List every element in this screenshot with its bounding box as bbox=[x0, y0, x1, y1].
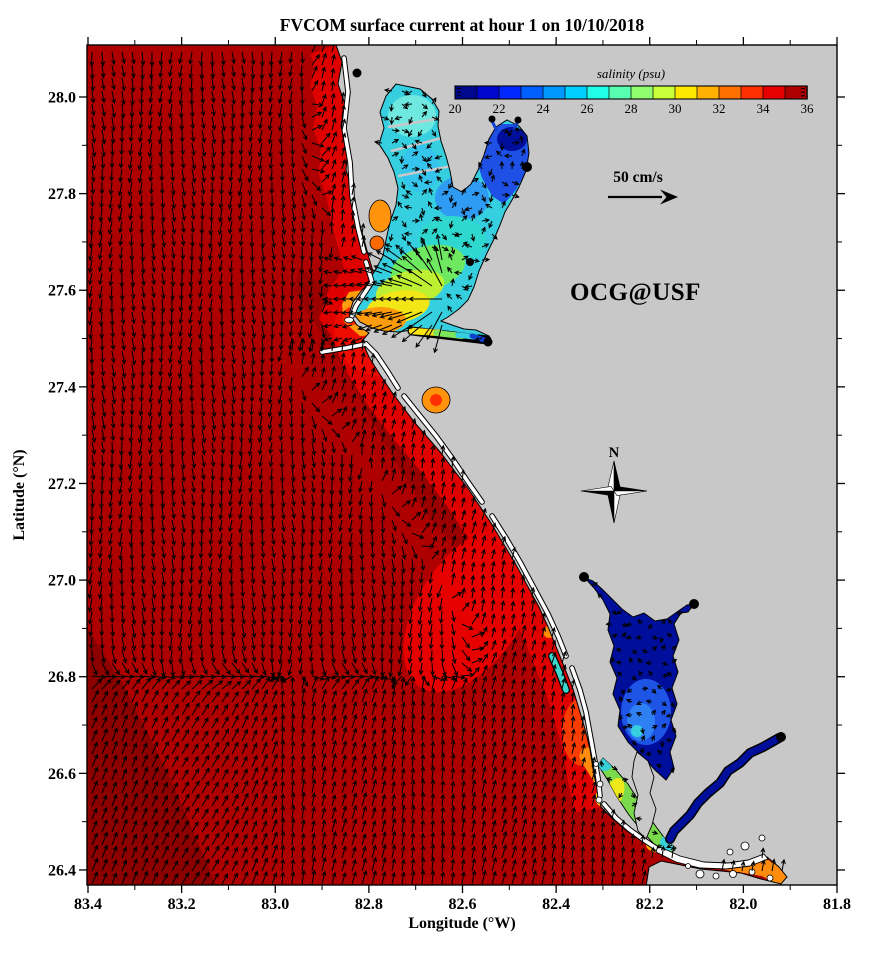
colorbar-segments bbox=[454, 85, 808, 100]
y-tick-label: 27.2 bbox=[48, 476, 76, 493]
colorbar-segment bbox=[542, 85, 566, 100]
y-tick-label: 27.8 bbox=[48, 186, 76, 203]
colorbar-segment bbox=[476, 85, 500, 100]
branding-text: OCG@USF bbox=[570, 279, 701, 306]
station-marker bbox=[522, 162, 532, 172]
colorbar-tick-label: 26 bbox=[581, 101, 595, 116]
colorbar-segment bbox=[586, 85, 610, 100]
station-marker bbox=[488, 115, 496, 123]
x-tick-label: 83.0 bbox=[261, 896, 289, 913]
current-vector-layer bbox=[87, 45, 786, 885]
scale-arrow-label: 50 cm/s bbox=[613, 169, 663, 186]
x-tick-label: 82.6 bbox=[449, 896, 477, 913]
axis-ticks: 83.4 83.2 83.0 82.8 82.6 82.4 82.2 82.0 81.8 28.0… bbox=[48, 37, 851, 913]
x-tick-label: 82.0 bbox=[729, 896, 757, 913]
y-tick-label: 26.8 bbox=[48, 669, 76, 686]
map-area bbox=[87, 45, 837, 885]
egmont-key bbox=[344, 316, 354, 324]
colorbar-segment bbox=[762, 85, 786, 100]
x-tick-label: 82.4 bbox=[542, 896, 570, 913]
estuary-layer bbox=[351, 83, 784, 856]
colorbar-tick-label: 20 bbox=[449, 101, 462, 116]
current-vectors bbox=[87, 45, 786, 885]
scale-arrow-head bbox=[660, 189, 678, 205]
colorbar-tick-label: 24 bbox=[537, 101, 551, 116]
compass-star bbox=[580, 460, 648, 524]
x-axis-label: Longitude (°W) bbox=[408, 915, 515, 932]
y-tick-label: 27.4 bbox=[48, 379, 76, 396]
colorbar-tick-label: 32 bbox=[713, 101, 726, 116]
colorbar-tick-label: 36 bbox=[801, 101, 815, 116]
lemon-bay bbox=[549, 653, 569, 693]
colorbar: salinity (psu) 20 22 24 26 28 30 32 34 36 bbox=[449, 66, 815, 116]
station-marker bbox=[466, 258, 474, 266]
caloosahatchee-river bbox=[665, 733, 784, 844]
colorbar-segment bbox=[520, 85, 544, 100]
station-marker bbox=[514, 116, 522, 124]
y-tick-label: 27.6 bbox=[48, 283, 76, 300]
y-tick-label: 28.0 bbox=[48, 90, 76, 107]
x-tick-label: 81.8 bbox=[823, 896, 851, 913]
scale-arrow: 50 cm/s bbox=[608, 169, 678, 205]
x-tick-label: 82.2 bbox=[636, 896, 664, 913]
y-tick-label: 26.4 bbox=[48, 862, 76, 879]
colorbar-segment bbox=[608, 85, 632, 100]
colorbar-segment bbox=[630, 85, 654, 100]
colorbar-segment bbox=[564, 85, 588, 100]
sanibel-island bbox=[655, 845, 769, 870]
colorbar-tick-label: 28 bbox=[625, 101, 638, 116]
y-tick-label: 27.0 bbox=[48, 573, 76, 590]
x-tick-label: 83.2 bbox=[168, 896, 196, 913]
colorbar-tick-label: 30 bbox=[669, 101, 682, 116]
station-marker bbox=[579, 572, 589, 582]
y-tick-label: 26.6 bbox=[48, 766, 76, 783]
station-marker bbox=[776, 732, 786, 742]
compass-label: N bbox=[609, 445, 620, 461]
colorbar-label: salinity (psu) bbox=[597, 66, 665, 81]
boca-ciega-bay bbox=[368, 199, 392, 233]
colorbar-segment bbox=[740, 85, 764, 100]
colorbar-frame bbox=[454, 85, 808, 100]
charlotte-harbor-salinity-zones bbox=[621, 679, 671, 745]
colorbar-segment bbox=[498, 85, 522, 100]
compass-rose: N bbox=[580, 445, 648, 524]
x-tick-label: 82.8 bbox=[355, 896, 383, 913]
colorbar-segment bbox=[652, 85, 676, 100]
colorbar-segment bbox=[696, 85, 720, 100]
colorbar-tick-labels: 20 22 24 26 28 30 32 34 36 bbox=[449, 101, 815, 116]
colorbar-segment bbox=[718, 85, 742, 100]
station-marker bbox=[352, 68, 362, 78]
station-marker bbox=[689, 599, 699, 609]
colorbar-segment bbox=[674, 85, 698, 100]
colorbar-tick-label: 34 bbox=[757, 101, 771, 116]
station-marker bbox=[483, 337, 493, 347]
plot-title: FVCOM surface current at hour 1 on 10/10… bbox=[280, 15, 645, 35]
colorbar-tick-label: 22 bbox=[493, 101, 506, 116]
x-tick-label: 83.4 bbox=[74, 896, 102, 913]
y-axis-label: Latitude (°N) bbox=[11, 449, 28, 540]
